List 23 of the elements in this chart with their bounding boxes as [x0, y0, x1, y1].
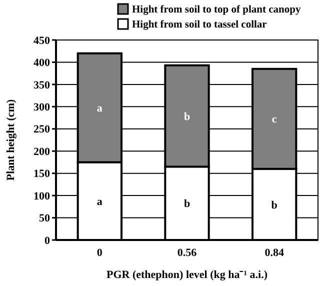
y-tick-label: 50 — [39, 212, 50, 225]
y-tick-label: 450 — [34, 34, 50, 47]
x-tick-label: 0.56 — [177, 247, 198, 259]
y-tick-label: 100 — [34, 190, 50, 202]
annotation: b — [184, 198, 190, 210]
y-tick-label: 400 — [34, 57, 50, 70]
y-tick-label: 250 — [34, 124, 50, 136]
x-tick-label: 0.84 — [264, 247, 284, 259]
legend-label: Hight from soil to tassel collar — [132, 20, 268, 31]
y-tick-label: 300 — [34, 102, 50, 114]
x-tick-label: 0 — [96, 247, 103, 259]
y-tick-label: 150 — [34, 168, 50, 180]
annotation: b — [271, 199, 278, 212]
annotation: c — [272, 114, 277, 126]
y-tick-label: 200 — [34, 146, 50, 158]
y-axis-title: Plant height (cm) — [5, 99, 17, 181]
annotation: b — [184, 110, 190, 123]
y-tick-label: 350 — [34, 79, 50, 92]
annotation: a — [96, 196, 103, 208]
annotation: a — [96, 102, 103, 115]
legend-label: Hight from soil to top of plant canopy — [132, 4, 302, 16]
y-tick-label: 0 — [44, 234, 50, 247]
x-axis-title: PGR (ethephon) level (kg ha⁻¹ a.i.) — [106, 269, 268, 281]
